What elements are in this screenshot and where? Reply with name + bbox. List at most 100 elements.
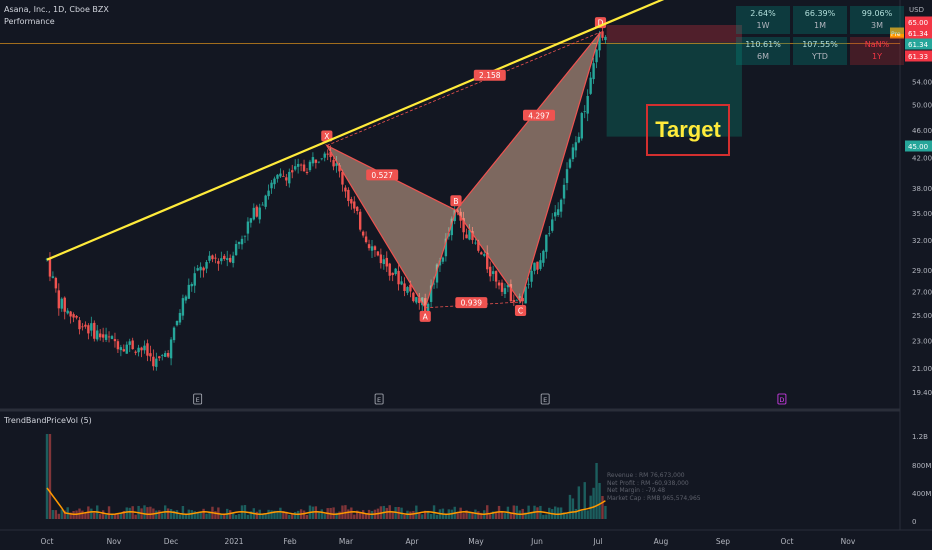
candle-body — [134, 351, 137, 353]
candle-body — [267, 190, 270, 197]
volume-bar — [285, 511, 288, 519]
candle-body — [388, 263, 391, 276]
performance-cell-1y: NaN% 1Y — [850, 37, 904, 65]
volume-bar — [356, 510, 359, 519]
volume-bar — [146, 507, 149, 519]
candle-body — [556, 209, 560, 216]
volume-tick-label: 400M — [912, 490, 931, 498]
candle-body — [234, 244, 238, 256]
volume-bar — [311, 506, 315, 519]
candle-body — [598, 32, 601, 51]
candle-body — [397, 270, 400, 285]
volume-bar — [48, 434, 52, 519]
volume-bar — [429, 514, 433, 519]
candle-body — [574, 142, 578, 151]
candle-body — [329, 151, 332, 158]
volume-bar — [332, 507, 335, 519]
volume-bar — [288, 514, 291, 519]
volume-bar — [577, 486, 581, 519]
price-tick-label: 19.40 — [912, 389, 932, 397]
candle-body — [60, 298, 63, 309]
volume-bar — [536, 507, 539, 519]
label-text: C — [518, 306, 523, 315]
time-tick-label: Aug — [654, 537, 669, 546]
candle-body — [299, 164, 303, 166]
candle-body — [515, 299, 518, 301]
candle-body — [169, 339, 173, 359]
candle-body — [406, 287, 409, 293]
volume-bar — [412, 511, 415, 519]
pattern-point-x: X — [321, 130, 333, 142]
time-tick-label: Apr — [406, 537, 420, 546]
volume-bar — [317, 512, 321, 519]
volume-bar — [604, 505, 607, 519]
volume-bar — [338, 511, 341, 519]
volume-bar — [178, 514, 182, 519]
candle-body — [385, 257, 388, 267]
candle-body — [161, 355, 164, 356]
price-badge-box — [905, 38, 932, 50]
candle-body — [471, 231, 474, 241]
price-badge-text: 61.34 — [908, 30, 929, 38]
volume-bar — [503, 513, 507, 519]
volume-bar — [465, 510, 468, 519]
candle-body — [90, 323, 93, 331]
label-box — [450, 195, 462, 207]
volume-bar — [364, 514, 368, 519]
label-box — [455, 297, 488, 309]
candle-body — [370, 246, 374, 251]
volume-bar — [305, 514, 309, 519]
performance-value: 107.55% — [802, 40, 838, 49]
candle-body — [356, 206, 359, 211]
volume-bar — [237, 514, 241, 519]
volume-bar — [214, 511, 217, 519]
candle-body — [486, 252, 489, 270]
candle-body — [562, 184, 566, 199]
candle-body — [494, 271, 498, 282]
volume-bar — [385, 507, 388, 519]
volume-bar — [234, 514, 238, 519]
volume-bar — [199, 512, 202, 519]
candle-body — [477, 241, 480, 251]
candle-body — [317, 161, 321, 163]
candle-body — [586, 95, 589, 114]
price-badge: 45.00 — [905, 140, 932, 152]
label-text: D — [598, 19, 604, 28]
time-tick-label: Feb — [283, 537, 297, 546]
volume-bar — [323, 514, 326, 519]
candle-body — [412, 292, 415, 302]
candle-body — [296, 163, 300, 167]
price-tick-label: 54.00 — [912, 78, 932, 86]
candle-body — [75, 315, 78, 318]
volume-bar — [421, 514, 424, 519]
volume-bar — [598, 482, 601, 519]
candle-body — [258, 207, 261, 220]
candle-body — [158, 356, 161, 359]
candle-body — [48, 258, 52, 277]
volume-bar — [394, 507, 397, 519]
candle-body — [131, 340, 134, 350]
volume-bar — [202, 508, 205, 519]
volume-bar — [101, 510, 105, 519]
fundamental-net-profit: Net Profit : RM -60,938,000 — [607, 479, 689, 487]
volume-bar — [580, 510, 583, 519]
volume-bar — [486, 505, 489, 519]
candle-body — [166, 353, 170, 357]
volume-bar — [116, 514, 120, 519]
candle-body — [429, 285, 433, 302]
volume-bar — [81, 510, 84, 519]
candle-body — [282, 175, 285, 177]
candle-body — [474, 242, 477, 244]
price-badge-box — [905, 16, 932, 28]
volume-bar — [122, 510, 126, 519]
price-badge-text: 61.34 — [908, 41, 929, 49]
candle-body — [601, 31, 604, 38]
volume-bar — [113, 513, 117, 519]
price-badge-tag: Pre — [891, 31, 901, 38]
volume-bar — [488, 514, 492, 519]
volume-bar — [556, 507, 560, 519]
candle-body — [518, 296, 521, 298]
candle-body — [418, 297, 421, 304]
fundamental-revenue: Revenue : RM 76,673,000 — [607, 472, 685, 479]
